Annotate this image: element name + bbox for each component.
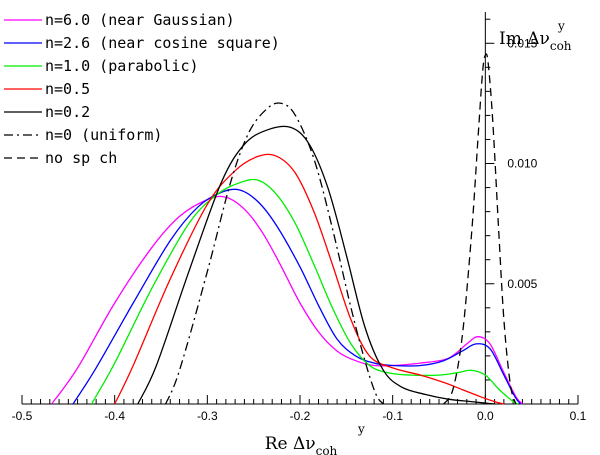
x-tick-label: -0.5 [12,409,33,423]
x-axis-label-main: Re Δν [265,434,316,454]
series-line-2 [90,178,519,405]
series-line-4 [137,125,495,405]
series-layer [51,53,523,405]
series-line-3 [114,153,505,405]
x-tick-label: -0.2 [290,409,311,423]
legend-entry-label: n=0 (uniform) [45,126,162,144]
legend-entry-label: n=2.6 (near cosine square) [45,34,280,52]
x-tick-label: -0.1 [382,409,403,423]
series-line-0 [51,195,523,405]
x-axis-label: Re Δνcoh [265,434,338,455]
y-axis-label: Im Δνcoh [499,29,572,53]
legend-entry-label: n=0.5 [45,80,90,98]
legend-entry-label: n=0.2 [45,103,90,121]
legend: n=6.0 (near Gaussian) n=2.6 (near cosine … [4,11,280,167]
y-axis-label-main: Im Δν [499,29,550,49]
y-tick-label: 0.015 [507,36,537,50]
x-tick-label: -0.3 [197,409,218,423]
y-tick-label: 0.010 [507,157,537,171]
series-line-5 [165,102,384,405]
legend-entry-label: no sp ch [45,149,117,167]
series-line-1 [72,188,522,405]
legend-entry-label: n=6.0 (near Gaussian) [45,11,235,29]
x-axis-label-sub: coh [316,444,338,455]
legend-entry-label: n=1.0 (parabolic) [45,57,199,75]
x-axis-label-sup: y [357,422,365,436]
axes: -0.5 -0.4 -0.3 -0.2 -0.1 0.0 0.1 0.005 0.010 0.01… [12,12,587,423]
x-tick-label: 0.1 [570,409,587,423]
y-tick-label: 0.005 [507,277,537,291]
y-axis-label-sub: coh [550,39,572,53]
x-tick-label: 0.0 [477,409,494,423]
series-line-6 [443,53,517,405]
y-axis-label-sup: y [557,19,565,33]
x-tick-label: -0.4 [104,409,125,423]
